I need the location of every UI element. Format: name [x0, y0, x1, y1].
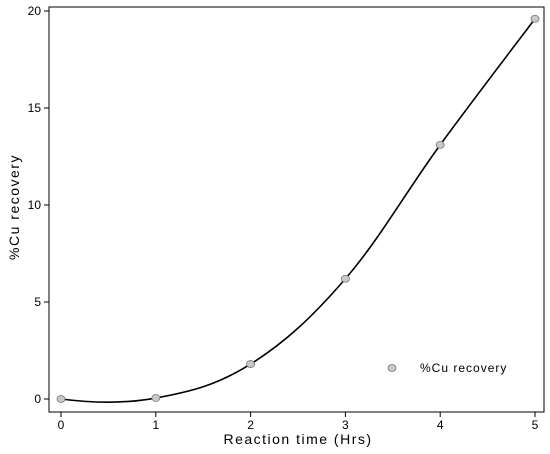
data-point [246, 360, 256, 368]
y-tick-label: 15 [28, 101, 42, 115]
plot-frame [48, 6, 545, 413]
legend-marker [387, 364, 397, 372]
data-points [56, 14, 540, 403]
data-point [340, 274, 350, 283]
x-tick-label: 0 [58, 418, 65, 432]
x-tick-label: 1 [152, 418, 159, 432]
y-tick-label: 5 [34, 295, 41, 309]
legend-label: %Cu recovery [420, 361, 507, 375]
data-point [435, 140, 445, 149]
data-point [56, 395, 66, 403]
x-tick-label: 5 [532, 418, 539, 432]
data-point [151, 394, 161, 402]
y-tick-label: 10 [28, 198, 42, 212]
y-axis-ticks: 0 5 10 15 20 [28, 4, 49, 406]
legend: %Cu recovery [387, 361, 507, 375]
y-tick-label: 20 [28, 4, 42, 18]
data-point [530, 14, 540, 23]
x-tick-label: 3 [342, 418, 349, 432]
trend-curve [60, 18, 536, 403]
y-axis-title: %Cu recovery [6, 154, 22, 260]
y-tick-label: 0 [34, 392, 41, 406]
x-axis-title: Reaction time (Hrs) [223, 431, 372, 447]
x-tick-label: 4 [437, 418, 444, 432]
trend-curve-layer [60, 18, 536, 403]
x-axis-ticks: 0 1 2 3 4 5 [58, 412, 539, 432]
x-tick-label: 2 [247, 418, 254, 432]
plot-area [48, 6, 545, 413]
